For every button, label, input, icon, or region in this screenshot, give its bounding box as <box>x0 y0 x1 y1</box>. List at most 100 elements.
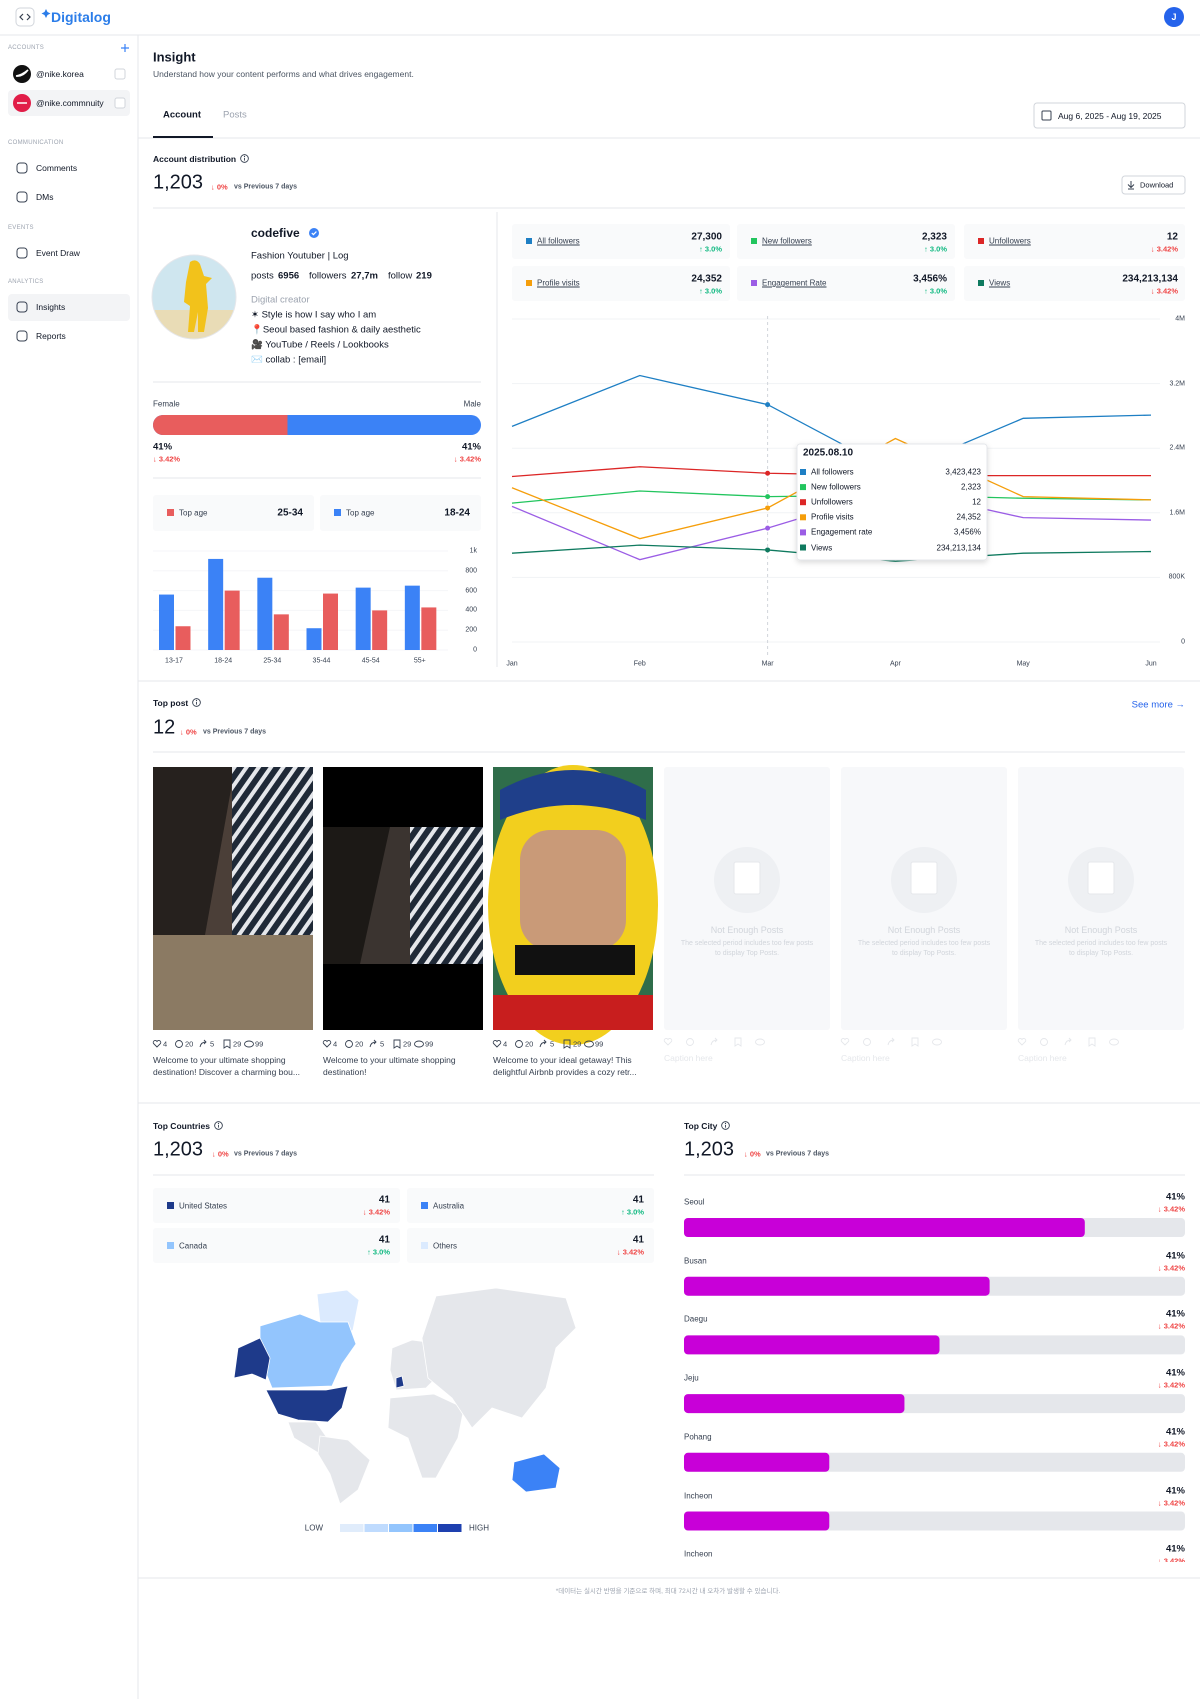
download-button <box>1121 175 1186 195</box>
country-swatch <box>167 1242 174 1249</box>
profile-category: Digital creator <box>251 294 310 306</box>
tab-active[interactable]: Account <box>163 109 201 121</box>
stat-count: 29 <box>403 1039 412 1049</box>
legend-scale <box>438 1524 462 1532</box>
nav-icon <box>16 191 28 203</box>
hover-dot <box>765 547 771 553</box>
city-percent: 41% <box>1165 1308 1185 1320</box>
post-image-part <box>515 945 635 975</box>
city-percent: 41% <box>1165 1367 1185 1379</box>
change: ↓ 3.42% <box>1157 1263 1185 1273</box>
stat-icon <box>911 1037 919 1047</box>
nav-item[interactable]: Event Draw <box>36 248 80 258</box>
gender-label: Female <box>153 399 180 409</box>
change: ↑ 3.0% <box>367 1247 390 1257</box>
metric-value: 24,352 <box>691 273 722 285</box>
change: ↓ 3.42% <box>1157 1321 1185 1331</box>
nav-active <box>8 294 130 321</box>
card <box>407 1228 654 1263</box>
stat-icon <box>584 1040 594 1048</box>
stat-icon <box>345 1040 353 1048</box>
change: ↓ 0% <box>211 182 228 192</box>
country-swatch <box>421 1202 428 1209</box>
x-tick-label: Jun <box>1145 660 1157 668</box>
country-name: Canada <box>179 1241 208 1251</box>
card <box>512 266 730 301</box>
change: ↓ 3.42% <box>153 454 181 464</box>
x-tick-label: Jan <box>506 660 518 668</box>
legend-label[interactable]: Profile visits <box>537 278 580 288</box>
see-more[interactable]: See more → <box>1131 699 1185 711</box>
y-tick-label: 0 <box>1181 638 1185 646</box>
date-range[interactable]: Aug 6, 2025 - Aug 19, 2025 <box>1058 110 1162 121</box>
x-tick-label: 18-24 <box>214 657 233 665</box>
empty-icon <box>1087 861 1115 895</box>
nav-item[interactable]: DMs <box>36 192 54 202</box>
stat-count: 20 <box>525 1039 534 1049</box>
stat-icon <box>932 1038 942 1046</box>
stat-icon <box>244 1040 254 1048</box>
post-image-part <box>410 827 483 964</box>
stat-label: follow <box>388 270 413 282</box>
stat-icon <box>393 1039 401 1049</box>
city-percent: 41% <box>1165 1191 1185 1203</box>
stat-count: 29 <box>573 1039 582 1049</box>
stat-value: 6956 <box>278 270 300 282</box>
section-label: EVENTS <box>8 225 34 231</box>
empty-title: Not Enough Posts <box>710 925 784 935</box>
post-image-part <box>500 770 646 820</box>
info-icon <box>214 1121 223 1130</box>
tab[interactable]: Posts <box>223 109 247 121</box>
legend-label[interactable]: Engagement Rate <box>762 278 827 288</box>
metric-value: 2,323 <box>921 231 947 243</box>
profile-bio: 🎥 YouTube / Reels / Lookbooks <box>251 339 389 351</box>
change: ↓ 3.42% <box>453 454 481 464</box>
tooltip-value: 24,352 <box>956 512 981 522</box>
legend-label[interactable]: Views <box>989 278 1011 288</box>
download-label[interactable]: Download <box>1140 180 1174 190</box>
legend-label[interactable]: All followers <box>537 236 580 246</box>
change: ↓ 0% <box>212 1149 229 1159</box>
stat-count: 5 <box>210 1039 215 1049</box>
account-toggle <box>114 68 126 80</box>
city-list: Seoul 41% ↓ 3.42% Busan 41% ↓ 3.42% Daegu 41% ↓ … <box>684 1191 1185 1563</box>
x-tick-label: Apr <box>889 660 901 668</box>
nav-item[interactable]: Insights <box>36 302 66 312</box>
post-image-part <box>323 827 390 964</box>
legend-label[interactable]: Unfollowers <box>989 236 1031 246</box>
country-name: United States <box>179 1201 228 1211</box>
stat-icon <box>223 1039 231 1049</box>
country-name: Australia <box>433 1201 465 1211</box>
gender-bar <box>153 415 288 435</box>
post-caption: Welcome to your ultimate shopping destin… <box>323 1055 456 1077</box>
stat-count: 99 <box>255 1039 264 1049</box>
stat-icon <box>152 1040 162 1048</box>
city-bar <box>684 1452 830 1472</box>
account-name[interactable]: @nike.korea <box>36 69 84 79</box>
profile-bio: ✉️ collab : [email] <box>251 354 327 366</box>
caption-placeholder: Caption here <box>841 1053 890 1063</box>
bar <box>224 590 240 650</box>
nav-icon <box>16 301 28 313</box>
tooltip-name: Engagement rate <box>811 527 873 537</box>
city-name: Daegu <box>684 1314 708 1324</box>
metric-value: 27,300 <box>691 231 722 243</box>
change: ↓ 3.42% <box>1150 244 1178 254</box>
tooltip-swatch <box>800 499 806 506</box>
bar <box>159 594 174 650</box>
city-name: Incheon <box>684 1549 713 1559</box>
stat-icon <box>755 1038 765 1046</box>
nav-item[interactable]: Reports <box>36 331 66 341</box>
avatar <box>1164 7 1184 27</box>
stat-icon <box>1040 1038 1048 1046</box>
card <box>407 1188 654 1223</box>
card <box>964 266 1185 301</box>
account-name[interactable]: @nike.commnuity <box>36 98 104 108</box>
tab-underline <box>153 136 213 138</box>
avatar-initial[interactable]: J <box>1171 12 1177 22</box>
tooltip-name: Profile visits <box>811 512 854 522</box>
y-tick-label: 800K <box>1168 573 1185 581</box>
nav-item[interactable]: Comments <box>36 163 78 173</box>
legend-label[interactable]: New followers <box>762 236 812 246</box>
